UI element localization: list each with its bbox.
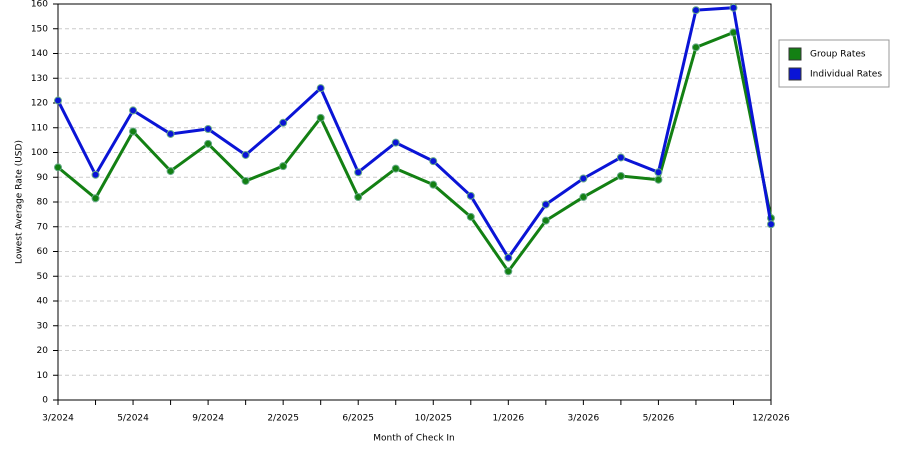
data-point — [54, 163, 62, 172]
data-point — [654, 168, 663, 177]
y-tick-label: 40 — [37, 297, 49, 307]
data-point — [316, 84, 325, 93]
x-axis-title: Month of Check In — [373, 434, 455, 444]
y-tick-label: 80 — [37, 198, 49, 208]
data-point — [354, 193, 363, 202]
data-point — [316, 113, 325, 122]
y-tick-label: 70 — [37, 222, 49, 232]
data-point — [204, 124, 213, 133]
y-tick-label: 120 — [31, 99, 48, 109]
data-point — [729, 3, 738, 12]
y-tick-label: 0 — [42, 396, 48, 406]
data-point — [391, 164, 400, 173]
legend-swatch — [788, 47, 802, 61]
x-tick-label: 5/2024 — [117, 414, 149, 424]
data-point — [391, 138, 400, 147]
y-tick-label: 60 — [37, 247, 49, 257]
series-line — [56, 6, 773, 261]
data-point — [204, 139, 213, 148]
y-tick-label: 50 — [37, 272, 49, 282]
x-tick-label: 3/2026 — [568, 414, 600, 424]
data-point — [129, 106, 138, 115]
x-tick-label: 5/2026 — [643, 414, 675, 424]
data-point — [91, 170, 100, 179]
x-tick-label: 6/2025 — [342, 414, 374, 424]
y-tick-label: 140 — [31, 49, 48, 59]
plot-frame — [57, 3, 772, 401]
data-point — [129, 127, 138, 136]
y-tick-label: 160 — [31, 0, 48, 10]
x-tick-label: 12/2026 — [752, 414, 790, 424]
data-point — [354, 168, 363, 177]
legend-label: Individual Rates — [810, 70, 882, 80]
data-point — [504, 253, 513, 262]
data-point — [466, 212, 475, 221]
data-point — [166, 129, 175, 138]
y-tick-label: 130 — [31, 74, 48, 84]
data-point — [767, 220, 775, 229]
y-tick-label: 30 — [37, 321, 49, 331]
data-point — [654, 175, 663, 184]
data-point — [579, 174, 588, 183]
data-point — [91, 194, 100, 203]
data-point — [279, 118, 288, 127]
data-point — [579, 193, 588, 202]
data-point — [279, 162, 288, 171]
y-tick-label: 110 — [31, 123, 48, 133]
x-tick-label: 9/2024 — [192, 414, 224, 424]
legend-label: Group Rates — [810, 50, 866, 60]
y-tick-label: 90 — [37, 173, 49, 183]
x-tick-label: 10/2025 — [415, 414, 452, 424]
data-point — [241, 176, 250, 185]
data-point — [616, 153, 625, 162]
y-axis-title: Lowest Average Rate (USD) — [15, 140, 25, 264]
data-point — [429, 157, 438, 166]
data-point — [466, 191, 475, 200]
data-point — [241, 150, 250, 159]
data-point — [691, 43, 700, 52]
data-point — [616, 172, 625, 181]
y-tick-label: 10 — [37, 371, 49, 381]
legend-swatch — [788, 67, 802, 81]
data-point — [691, 6, 700, 15]
data-point — [541, 216, 550, 225]
data-point — [541, 200, 550, 209]
data-point — [504, 267, 513, 276]
x-tick-label: 1/2026 — [492, 414, 524, 424]
y-tick-label: 150 — [31, 24, 48, 34]
data-point — [429, 180, 438, 189]
data-point — [166, 167, 175, 176]
y-tick-label: 100 — [31, 148, 48, 158]
data-point — [54, 96, 62, 105]
y-tick-label: 20 — [37, 346, 49, 356]
x-tick-label: 2/2025 — [267, 414, 299, 424]
series-line — [57, 30, 773, 274]
x-tick-label: 3/2024 — [42, 414, 74, 424]
